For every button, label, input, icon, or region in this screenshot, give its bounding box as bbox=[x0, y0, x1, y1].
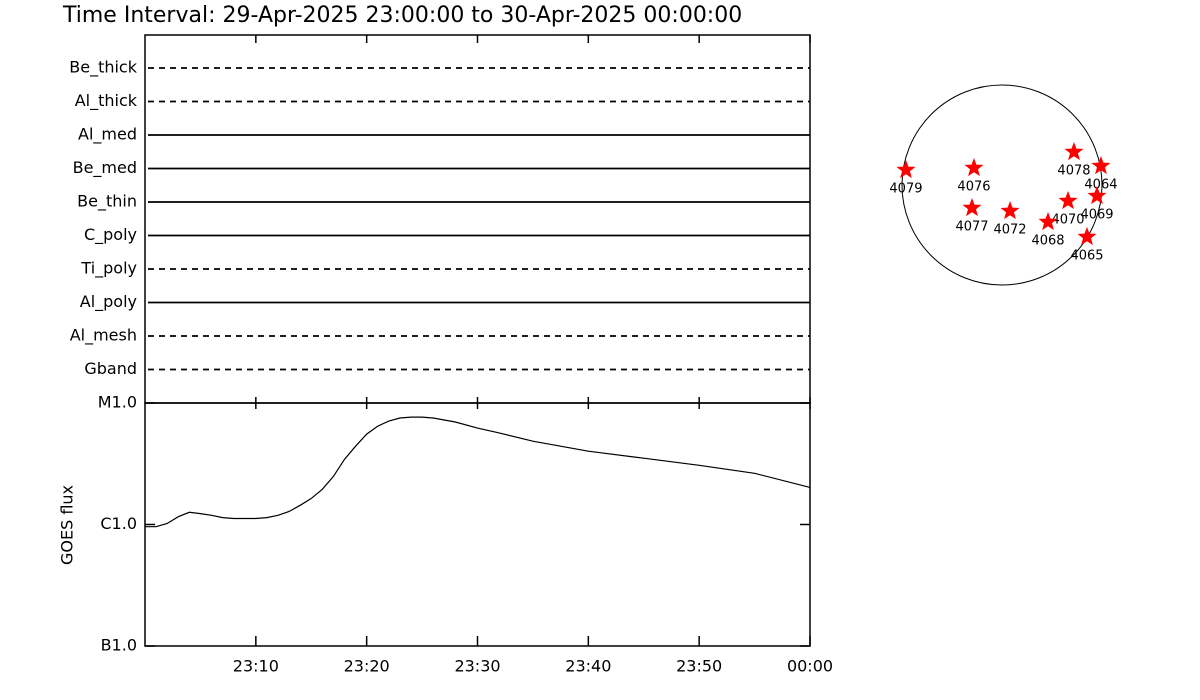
x-tick-label: 00:00 bbox=[787, 657, 833, 676]
filter-label: Be_thick bbox=[69, 58, 137, 78]
filter-label: Al_med bbox=[78, 125, 137, 145]
filter-label: Gband bbox=[84, 359, 137, 378]
x-tick-label: 23:10 bbox=[233, 657, 279, 676]
filter-label: Al_mesh bbox=[70, 326, 137, 346]
y-tick-label: M1.0 bbox=[98, 393, 137, 412]
x-tick-label: 23:30 bbox=[454, 657, 500, 676]
region-label: 4072 bbox=[993, 223, 1026, 238]
region-label: 4070 bbox=[1051, 213, 1084, 228]
region-label: 4077 bbox=[955, 220, 988, 235]
region-star bbox=[962, 198, 982, 217]
region-label: 4076 bbox=[957, 180, 990, 195]
filter-label: C_poly bbox=[84, 225, 137, 245]
region-label: 4069 bbox=[1080, 208, 1113, 223]
y-tick-label: B1.0 bbox=[101, 636, 137, 655]
region-label: 4068 bbox=[1031, 233, 1064, 248]
x-tick-label: 23:50 bbox=[676, 657, 722, 676]
region-star bbox=[964, 158, 984, 177]
region-label: 4078 bbox=[1057, 163, 1090, 178]
x-tick-label: 23:40 bbox=[565, 657, 611, 676]
region-label: 4064 bbox=[1084, 178, 1117, 193]
region-star bbox=[1000, 201, 1020, 220]
filter-label: Be_thin bbox=[77, 192, 137, 212]
region-star bbox=[1064, 142, 1084, 161]
filter-label: Be_med bbox=[73, 158, 137, 178]
region-star bbox=[1038, 212, 1058, 231]
region-star bbox=[1077, 227, 1097, 246]
region-label: 4079 bbox=[889, 182, 922, 197]
y-tick-label: C1.0 bbox=[100, 514, 137, 533]
y-axis-label: GOES flux bbox=[58, 485, 77, 565]
x-tick-label: 23:20 bbox=[344, 657, 390, 676]
filter-label: Al_thick bbox=[75, 91, 138, 111]
region-star bbox=[1087, 186, 1107, 205]
goes-curve bbox=[145, 416, 811, 528]
solar-disk bbox=[901, 84, 1103, 286]
region-star bbox=[1058, 191, 1078, 210]
filter-label: Al_poly bbox=[80, 292, 137, 312]
filter-label: Ti_poly bbox=[80, 259, 137, 279]
region-label: 4065 bbox=[1070, 248, 1103, 263]
chart-title: Time Interval: 29-Apr-2025 23:00:00 to 3… bbox=[62, 3, 742, 28]
region-star bbox=[896, 160, 916, 179]
region-star bbox=[1091, 156, 1111, 175]
